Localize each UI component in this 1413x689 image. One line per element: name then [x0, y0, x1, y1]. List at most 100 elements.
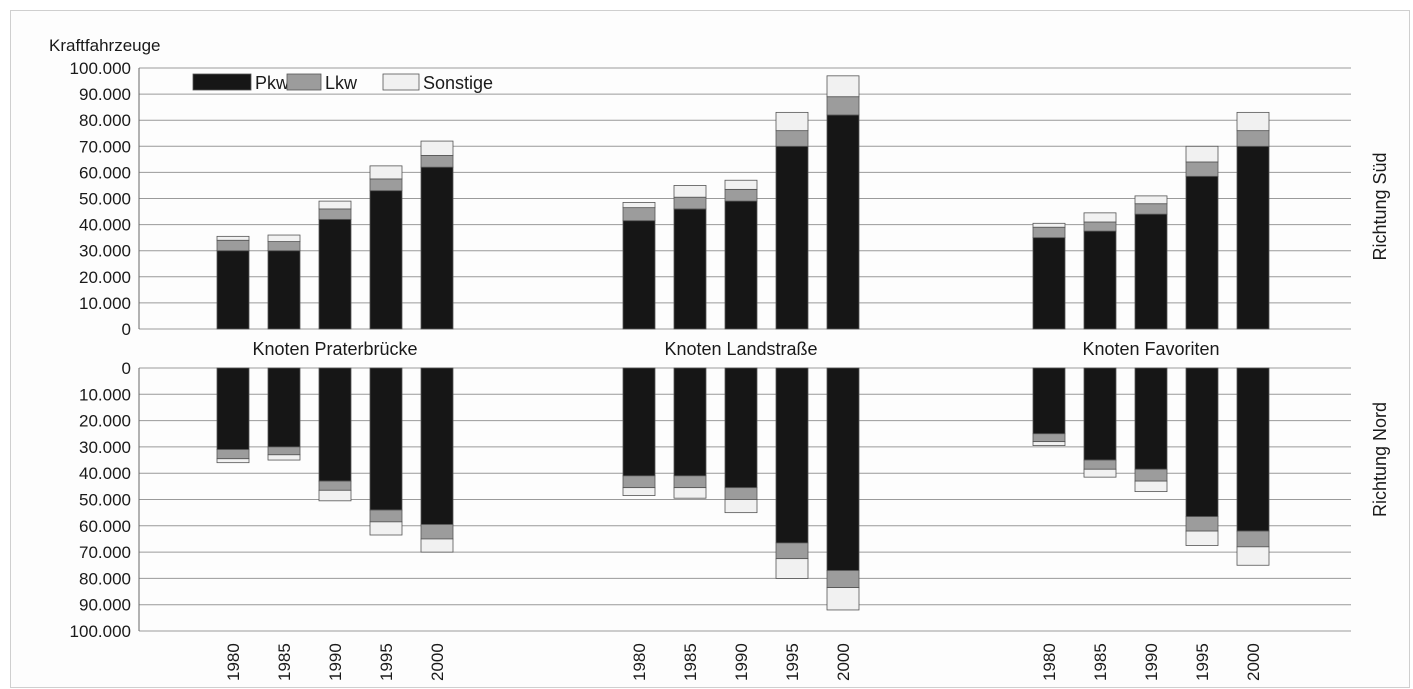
group-label: Knoten Landstraße — [664, 339, 817, 359]
y-tick-label-nord: 100.000 — [70, 622, 131, 641]
bar-segment-sued-sonstige — [724, 179, 758, 190]
bar-segment-nord-sonstige — [369, 521, 403, 536]
bar-segment-sued-lkw — [420, 155, 454, 168]
legend-swatch-pkw — [192, 73, 252, 91]
bar-segment-nord-pkw — [369, 367, 403, 511]
x-tick-label-year: 2000 — [834, 643, 853, 681]
bar-segment-sued-lkw — [1236, 130, 1270, 147]
x-tick-label-year: 1990 — [326, 643, 345, 681]
bar-segment-nord-pkw — [1032, 367, 1066, 435]
bar-segment-nord-lkw — [622, 475, 656, 489]
bar-segment-nord-pkw — [622, 367, 656, 477]
bar-segment-sued-sonstige — [1236, 111, 1270, 132]
y-tick-label-sued: 40.000 — [79, 216, 131, 235]
y-tick-label-sued: 100.000 — [70, 59, 131, 78]
bar-segment-nord-pkw — [1236, 367, 1270, 532]
bar-segment-sued-sonstige — [1083, 212, 1117, 223]
bar-segment-nord-pkw — [1185, 367, 1219, 517]
bar-segment-sued-pkw — [724, 200, 758, 330]
bar-segment-sued-pkw — [1185, 175, 1219, 330]
group-label: Knoten Favoriten — [1082, 339, 1219, 359]
bar-segment-sued-lkw — [1134, 203, 1168, 215]
y-tick-label-nord: 20.000 — [79, 412, 131, 431]
y-tick-label-sued: 0 — [122, 320, 131, 339]
y-tick-label-nord: 30.000 — [79, 438, 131, 457]
bar-segment-sued-pkw — [420, 166, 454, 330]
y-tick-label-sued: 20.000 — [79, 268, 131, 287]
legend: Pkw Lkw Sonstige — [192, 73, 493, 93]
x-tick-label-year: 2000 — [428, 643, 447, 681]
bar-segment-sued-sonstige — [420, 140, 454, 156]
bar-segment-nord-sonstige — [724, 499, 758, 514]
bar-segment-nord-sonstige — [318, 489, 352, 502]
x-tick-label-year: 1995 — [783, 643, 802, 681]
bar-segment-sued-lkw — [1032, 226, 1066, 239]
bar-segment-nord-lkw — [1032, 433, 1066, 443]
x-tick-label-year: 1980 — [1040, 643, 1059, 681]
bar-segment-nord-pkw — [1083, 367, 1117, 461]
bar-segment-nord-lkw — [1134, 468, 1168, 482]
bar-segment-nord-sonstige — [673, 487, 707, 499]
bar-segment-nord-lkw — [267, 446, 301, 456]
bar-segment-sued-pkw — [622, 220, 656, 330]
bar-segment-nord-sonstige — [1236, 546, 1270, 566]
bar-segment-nord-lkw — [1185, 516, 1219, 532]
bar-segment-sued-pkw — [826, 114, 860, 330]
bar-segment-nord-lkw — [216, 449, 250, 460]
bar-segment-sued-pkw — [775, 145, 809, 330]
group-label: Knoten Praterbrücke — [252, 339, 417, 359]
bar-segment-sued-pkw — [216, 250, 250, 330]
bar-segment-nord-lkw — [1236, 530, 1270, 548]
y-tick-label-nord: 50.000 — [79, 491, 131, 510]
bar-segment-sued-pkw — [673, 208, 707, 330]
y-tick-label-sued: 70.000 — [79, 137, 131, 156]
x-tick-label-year: 1985 — [681, 643, 700, 681]
y-tick-label-nord: 40.000 — [79, 464, 131, 483]
x-tick-label-year: 1980 — [630, 643, 649, 681]
bar-segment-nord-sonstige — [775, 558, 809, 579]
y-tick-label-sued: 90.000 — [79, 85, 131, 104]
bar-segment-sued-lkw — [724, 188, 758, 202]
y-tick-label-nord: 70.000 — [79, 543, 131, 562]
x-tick-label-year: 1990 — [1142, 643, 1161, 681]
bar-segment-sued-lkw — [1185, 161, 1219, 177]
bar-segment-nord-sonstige — [267, 454, 301, 461]
y-tick-label-nord: 90.000 — [79, 596, 131, 615]
bar-segment-nord-pkw — [318, 367, 352, 482]
legend-label-sonstige: Sonstige — [423, 73, 493, 93]
bar-segment-nord-lkw — [724, 487, 758, 500]
bar-segment-sued-lkw — [622, 207, 656, 222]
stacked-bar-chart: Kraftfahrzeuge 0 0 10.000 10.000 20.000 20.00… — [49, 36, 1390, 681]
bar-segment-sued-sonstige — [1185, 145, 1219, 163]
bar-segment-nord-sonstige — [826, 587, 860, 611]
x-tick-label-year: 2000 — [1244, 643, 1263, 681]
bar-segment-sued-sonstige — [216, 235, 250, 241]
bar-segment-sued-pkw — [1236, 145, 1270, 330]
bar-segment-nord-sonstige — [1083, 468, 1117, 478]
bar-segment-nord-lkw — [775, 542, 809, 560]
legend-label-lkw: Lkw — [325, 73, 358, 93]
bar-segment-sued-lkw — [318, 208, 352, 220]
bar-segment-nord-sonstige — [1134, 480, 1168, 493]
bar-segment-nord-sonstige — [1185, 530, 1219, 546]
bar-segment-nord-pkw — [826, 367, 860, 571]
y-tick-label-nord: 60.000 — [79, 517, 131, 536]
x-tick-label-year: 1990 — [732, 643, 751, 681]
bar-segment-nord-lkw — [369, 509, 403, 523]
bar-segment-sued-pkw — [267, 250, 301, 330]
bar-segment-nord-lkw — [420, 524, 454, 540]
bar-segment-nord-lkw — [318, 480, 352, 491]
bar-segment-nord-sonstige — [420, 538, 454, 553]
bar-segment-nord-pkw — [216, 367, 250, 450]
legend-swatch-lkw — [286, 73, 322, 91]
bar-segment-sued-sonstige — [369, 165, 403, 180]
bar-segment-sued-pkw — [1032, 237, 1066, 330]
panel-label-nord: Richtung Nord — [1370, 402, 1390, 517]
bar-segment-sued-lkw — [267, 241, 301, 252]
x-tick-label-year: 1985 — [1091, 643, 1110, 681]
bar-segment-sued-sonstige — [267, 234, 301, 242]
bar-segment-nord-pkw — [267, 367, 301, 448]
bar-segment-sued-pkw — [369, 190, 403, 330]
y-tick-label-sued: 50.000 — [79, 190, 131, 209]
bar-segment-sued-sonstige — [622, 202, 656, 209]
